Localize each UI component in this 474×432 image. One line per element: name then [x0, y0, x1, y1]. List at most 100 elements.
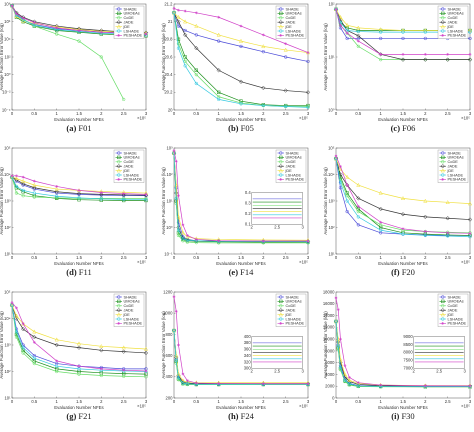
data-point-jde — [423, 198, 428, 203]
data-point-lshade — [401, 30, 405, 34]
data-point-peshade — [401, 52, 405, 56]
x-tick-label: 0.5 — [31, 255, 37, 260]
data-point-lshade — [423, 30, 427, 34]
data-point-umoeas — [284, 103, 288, 108]
data-point-peshade — [15, 174, 18, 178]
data-point-peshade — [306, 382, 310, 386]
inset-x-tick-label: 2 — [413, 368, 416, 373]
data-point-code — [77, 39, 81, 43]
caption-function-name: F24 — [241, 411, 255, 421]
y-tick-label: 10³ — [166, 145, 173, 150]
legend-entry: UMOEAs — [448, 299, 464, 304]
data-point-peshade — [10, 174, 14, 178]
x-tick-label: 1.5 — [76, 399, 82, 404]
data-point-lshade — [334, 319, 338, 324]
legend-entry: CoDE — [448, 159, 459, 164]
data-point-lshade — [185, 382, 190, 386]
legend-marker — [441, 29, 445, 33]
legend-entry: LSHADE — [448, 316, 464, 321]
series-line-code — [335, 158, 471, 234]
data-point-peshade — [77, 189, 81, 192]
legend-marker — [441, 16, 445, 20]
inset-x-tick-label: 2.5 — [274, 368, 280, 373]
y-tick-label: 400 — [166, 374, 174, 379]
data-point-code — [99, 55, 103, 59]
y-axis-label: Average Function Error Value (log) — [0, 167, 4, 235]
data-point-peshade — [32, 179, 36, 183]
legend-marker — [279, 160, 283, 164]
x-tick-label: 3 — [145, 399, 148, 404]
series-line-jade — [11, 176, 147, 196]
y-tick-label: 20.2 — [164, 90, 173, 95]
data-point-lshade — [21, 188, 25, 193]
legend-entry: PESHADE — [124, 33, 143, 38]
legend-entry: SHADE — [124, 6, 138, 11]
y-tick-label: 1200 — [163, 289, 173, 294]
data-point-peshade — [172, 295, 176, 299]
legend-marker — [440, 164, 445, 169]
x-tick-label: 1.5 — [238, 111, 244, 116]
legend-entry: UMOEAs — [286, 155, 302, 160]
y-axis-label: Average Function Error Value (log) — [161, 23, 166, 91]
legend-marker — [117, 34, 121, 37]
caption-function-name: F14 — [240, 267, 254, 277]
legend-entry: CoDE — [124, 15, 135, 20]
series-line-jade — [11, 305, 147, 354]
data-point-jade — [378, 206, 383, 212]
caption-function-name: F20 — [402, 267, 415, 277]
series-line-jde — [11, 305, 147, 350]
legend-entry: UMOEAs — [124, 11, 140, 16]
x-exponent: ×10⁵ — [299, 260, 308, 265]
x-tick-label: 0 — [11, 399, 14, 404]
data-point-jade — [20, 181, 26, 186]
data-point-lshade — [356, 384, 360, 388]
caption-letter: (g) — [66, 411, 78, 421]
y-tick-label: 21.2 — [164, 1, 173, 6]
data-point-lshade — [284, 104, 288, 109]
inset-x-tick-label: 3 — [301, 224, 304, 229]
data-point-jade — [423, 214, 428, 220]
x-tick-label: 1 — [55, 111, 58, 116]
inset-y-tick-label: 400 — [244, 334, 252, 339]
data-point-lshade — [185, 238, 190, 242]
data-point-lshade — [172, 328, 176, 333]
data-point-jade — [14, 316, 19, 321]
y-axis-label: Average Function Error Value (log) — [161, 311, 166, 379]
data-point-peshade — [32, 21, 36, 24]
legend-entry: SHADE — [286, 294, 300, 299]
y-tick-label: 10³ — [4, 342, 11, 347]
data-point-code — [185, 240, 190, 244]
legend-marker — [441, 322, 445, 325]
data-point-peshade — [306, 51, 310, 54]
y-tick-label: 10⁴ — [4, 37, 11, 42]
data-point-peshade — [345, 183, 349, 187]
data-point-peshade — [468, 384, 472, 388]
data-point-peshade — [172, 149, 176, 153]
y-tick-label: 10¹ — [166, 198, 173, 203]
legend-marker — [116, 164, 121, 169]
data-point-peshade — [99, 191, 103, 194]
x-axis-label: Evaluation Number NFEs — [216, 117, 266, 122]
data-point-shade — [194, 33, 198, 37]
data-point-code — [14, 335, 19, 339]
legend-marker — [116, 24, 121, 29]
data-point-peshade — [334, 296, 338, 300]
y-tick-label: 6000 — [325, 360, 335, 365]
data-point-shade — [183, 28, 187, 33]
data-point-peshade — [261, 33, 265, 37]
y-tick-label: 0 — [332, 395, 335, 400]
data-point-lshade — [144, 198, 148, 202]
data-point-lshade — [468, 30, 472, 34]
x-tick-label: 0.5 — [355, 399, 361, 404]
data-point-code — [122, 374, 126, 378]
y-tick-label: 600 — [166, 353, 174, 358]
data-point-peshade — [55, 26, 59, 30]
legend-marker — [117, 317, 121, 321]
data-point-jade — [305, 90, 311, 95]
data-point-peshade — [10, 4, 14, 8]
data-point-jde — [216, 32, 221, 37]
data-point-jade — [344, 182, 350, 188]
data-point-jde — [356, 25, 361, 30]
